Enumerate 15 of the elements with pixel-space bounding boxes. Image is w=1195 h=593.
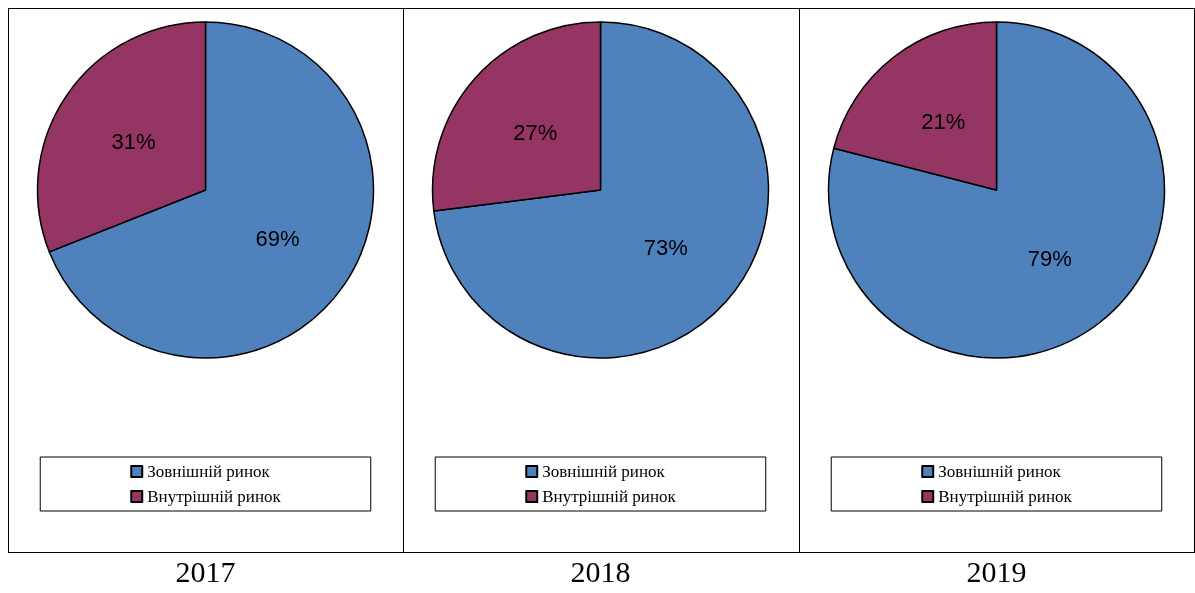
data-label: 27% bbox=[513, 119, 558, 145]
data-label: 31% bbox=[111, 128, 156, 154]
data-label: 69% bbox=[255, 226, 300, 252]
data-label: 21% bbox=[920, 108, 965, 134]
text: 2019 bbox=[966, 554, 1027, 588]
legend-label: Внутрішній ринок bbox=[937, 487, 1073, 506]
legend-label: Зовнішній ринок bbox=[542, 462, 666, 481]
legend-label: Внутрішній ринок bbox=[147, 487, 282, 506]
text: 2017 bbox=[175, 554, 236, 588]
data-label: 79% bbox=[1027, 246, 1072, 272]
legend-label: Зовнішній ринок bbox=[937, 462, 1062, 481]
data-label: 73% bbox=[644, 235, 689, 261]
text: 2018 bbox=[570, 554, 631, 588]
legend-label: Внутрішній ринок bbox=[542, 487, 677, 506]
legend-label: Зовнішній ринок bbox=[147, 462, 271, 481]
